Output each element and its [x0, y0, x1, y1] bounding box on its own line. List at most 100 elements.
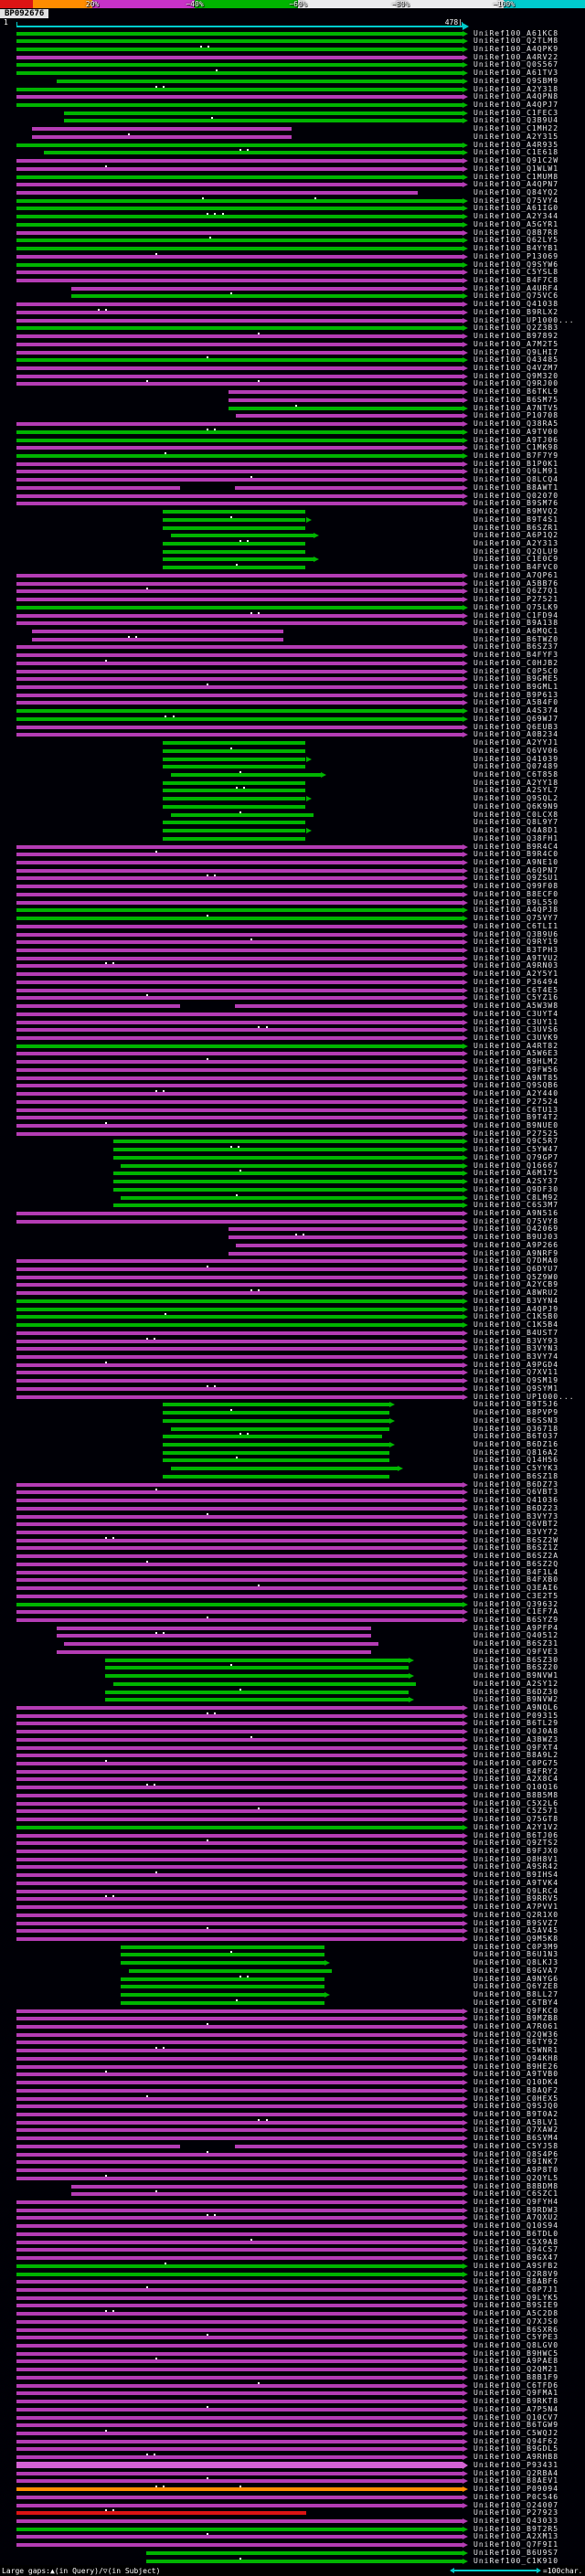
alignment-bar[interactable]: [16, 917, 463, 921]
subject-id-label[interactable]: UniRef100_Q8H8V1: [473, 1854, 559, 1863]
subject-id-label[interactable]: UniRef100_P09094: [473, 2485, 559, 2494]
subject-id-label[interactable]: UniRef100_Q9FYH4: [473, 2197, 559, 2206]
subject-id-label[interactable]: UniRef100_Q6Z7Q1: [473, 587, 559, 596]
subject-id-label[interactable]: UniRef100_A2SYL7: [473, 786, 559, 795]
subject-id-label[interactable]: UniRef100_A7PVV1: [473, 1903, 559, 1912]
alignment-bar[interactable]: [16, 1602, 463, 1606]
subject-id-label[interactable]: UniRef100_P27525: [473, 1129, 559, 1138]
alignment-bar[interactable]: [16, 709, 463, 714]
subject-id-label[interactable]: UniRef100_A4QPJ7: [473, 101, 559, 110]
alignment-bar[interactable]: [16, 1889, 463, 1893]
alignment-bar[interactable]: [16, 972, 463, 977]
alignment-bar[interactable]: [16, 2064, 463, 2069]
alignment-bar[interactable]: [16, 1267, 463, 1272]
alignment-bar[interactable]: [16, 2072, 463, 2077]
subject-id-label[interactable]: UniRef100_A5GYR1: [473, 219, 559, 228]
alignment-bar[interactable]: [16, 868, 463, 873]
subject-id-label[interactable]: UniRef100_Q75VC6: [473, 292, 559, 301]
alignment-bar[interactable]: [16, 2527, 463, 2531]
subject-id-label[interactable]: UniRef100_Q4A8D1: [473, 826, 559, 835]
subject-id-label[interactable]: UniRef100_B6DZ23: [473, 1503, 559, 1512]
subject-id-label[interactable]: UniRef100_C5YW47: [473, 1145, 559, 1154]
subject-id-label[interactable]: UniRef100_Q42069: [473, 1224, 559, 1234]
alignment-bar[interactable]: [56, 1634, 371, 1638]
alignment-bar[interactable]: [163, 549, 306, 554]
subject-id-label[interactable]: UniRef100_B6SZ2Q: [473, 1559, 559, 1568]
subject-id-label[interactable]: UniRef100_P27923: [473, 2508, 559, 2518]
alignment-bar[interactable]: [228, 1227, 463, 1232]
subject-id-label[interactable]: UniRef100_B9R4C4: [473, 842, 559, 851]
subject-id-label[interactable]: UniRef100_Q9RY19: [473, 938, 559, 947]
subject-id-label[interactable]: UniRef100_Q91C2W: [473, 156, 559, 165]
subject-id-label[interactable]: UniRef100_C6TLI1: [473, 921, 559, 930]
alignment-bar[interactable]: [105, 1698, 409, 1702]
subject-id-label[interactable]: UniRef100_Q10DK4: [473, 2078, 559, 2087]
subject-id-label[interactable]: UniRef100_P10708: [473, 411, 559, 420]
subject-id-label[interactable]: UniRef100_B9GVA7: [473, 1966, 559, 1975]
subject-id-label[interactable]: UniRef100_Q10CV7: [473, 2412, 559, 2422]
alignment-bar[interactable]: [16, 1379, 463, 1383]
alignment-bar[interactable]: [16, 247, 463, 251]
subject-id-label[interactable]: UniRef100_A9RHB8: [473, 2453, 559, 2462]
alignment-bar[interactable]: [16, 2104, 463, 2109]
alignment-bar[interactable]: [113, 1681, 416, 1686]
subject-id-label[interactable]: UniRef100_C5YZ16: [473, 993, 559, 1002]
alignment-bar[interactable]: [16, 701, 463, 705]
subject-id-label[interactable]: UniRef100_A9TVB0: [473, 2070, 559, 2079]
alignment-bar[interactable]: [16, 1705, 463, 1710]
alignment-bar[interactable]: [16, 1283, 463, 1288]
subject-id-label[interactable]: UniRef100_Q9C5R7: [473, 1137, 559, 1146]
alignment-bar[interactable]: [163, 566, 306, 570]
alignment-bar[interactable]: [228, 406, 463, 410]
alignment-bar[interactable]: [16, 1594, 463, 1598]
subject-id-label[interactable]: UniRef100_B9A138: [473, 619, 559, 628]
subject-id-label[interactable]: UniRef100_A9P8T0: [473, 2166, 559, 2175]
subject-id-label[interactable]: UniRef100_Q2R1X0: [473, 1910, 559, 1919]
subject-id-label[interactable]: UniRef100_B6SZ18: [473, 1471, 559, 1480]
alignment-bar[interactable]: [163, 757, 306, 761]
subject-id-label[interactable]: UniRef100_Q75LK9: [473, 602, 559, 611]
alignment-bar[interactable]: [16, 2056, 463, 2061]
subject-id-label[interactable]: UniRef100_C5YPE3: [473, 2333, 559, 2342]
alignment-bar[interactable]: [16, 2263, 463, 2268]
alignment-bar[interactable]: [235, 1243, 463, 1247]
alignment-bar[interactable]: [16, 2359, 463, 2364]
subject-id-label[interactable]: UniRef100_B6SVM4: [473, 2134, 559, 2143]
alignment-bar[interactable]: [16, 2216, 463, 2221]
alignment-bar[interactable]: [163, 1411, 390, 1415]
subject-id-label[interactable]: UniRef100_B8ABF6: [473, 2277, 559, 2286]
subject-id-label[interactable]: UniRef100_Q75VY8: [473, 1216, 559, 1225]
subject-id-label[interactable]: UniRef100_Q4VZM7: [473, 363, 559, 372]
alignment-bar[interactable]: [16, 2543, 463, 2548]
subject-id-label[interactable]: UniRef100_Q7XV11: [473, 1368, 559, 1377]
subject-id-label[interactable]: UniRef100_C1MH22: [473, 124, 559, 133]
subject-id-label[interactable]: UniRef100_Q9SYM1: [473, 1383, 559, 1393]
subject-id-label[interactable]: UniRef100_B6U1N3: [473, 1950, 559, 1959]
subject-id-label[interactable]: UniRef100_Q7XJS0: [473, 2316, 559, 2326]
subject-id-label[interactable]: UniRef100_C1K910: [473, 2556, 559, 2565]
subject-id-label[interactable]: UniRef100_P93431: [473, 2460, 559, 2469]
alignment-bar[interactable]: [16, 382, 463, 387]
alignment-bar[interactable]: [16, 996, 463, 1001]
subject-id-label[interactable]: UniRef100_A4S374: [473, 706, 559, 716]
subject-id-label[interactable]: UniRef100_B6SZ20: [473, 1663, 559, 1672]
alignment-bar[interactable]: [121, 1945, 324, 1949]
subject-id-label[interactable]: UniRef100_B3VYN3: [473, 1344, 559, 1353]
subject-id-label[interactable]: UniRef100_B4FVC0: [473, 563, 559, 572]
alignment-bar[interactable]: [16, 1578, 463, 1583]
subject-id-label[interactable]: UniRef100_Q9FKC0: [473, 2006, 559, 2015]
alignment-bar[interactable]: [16, 1499, 463, 1503]
alignment-bar[interactable]: [16, 71, 463, 76]
subject-id-label[interactable]: UniRef100_C3E2T5: [473, 1591, 559, 1600]
subject-id-label[interactable]: UniRef100_C6TBY4: [473, 1998, 559, 2007]
alignment-bar[interactable]: [121, 1985, 324, 1989]
alignment-bar[interactable]: [234, 2144, 463, 2148]
alignment-bar[interactable]: [16, 1913, 463, 1917]
alignment-bar[interactable]: [16, 1809, 463, 1814]
subject-id-label[interactable]: UniRef100_Q9SM19: [473, 1376, 559, 1385]
subject-id-label[interactable]: UniRef100_Q10Q16: [473, 1783, 559, 1792]
alignment-bar[interactable]: [163, 1435, 383, 1439]
alignment-bar[interactable]: [16, 1586, 463, 1591]
alignment-bar[interactable]: [16, 1762, 463, 1766]
subject-id-label[interactable]: UniRef100_A4R935: [473, 140, 559, 149]
